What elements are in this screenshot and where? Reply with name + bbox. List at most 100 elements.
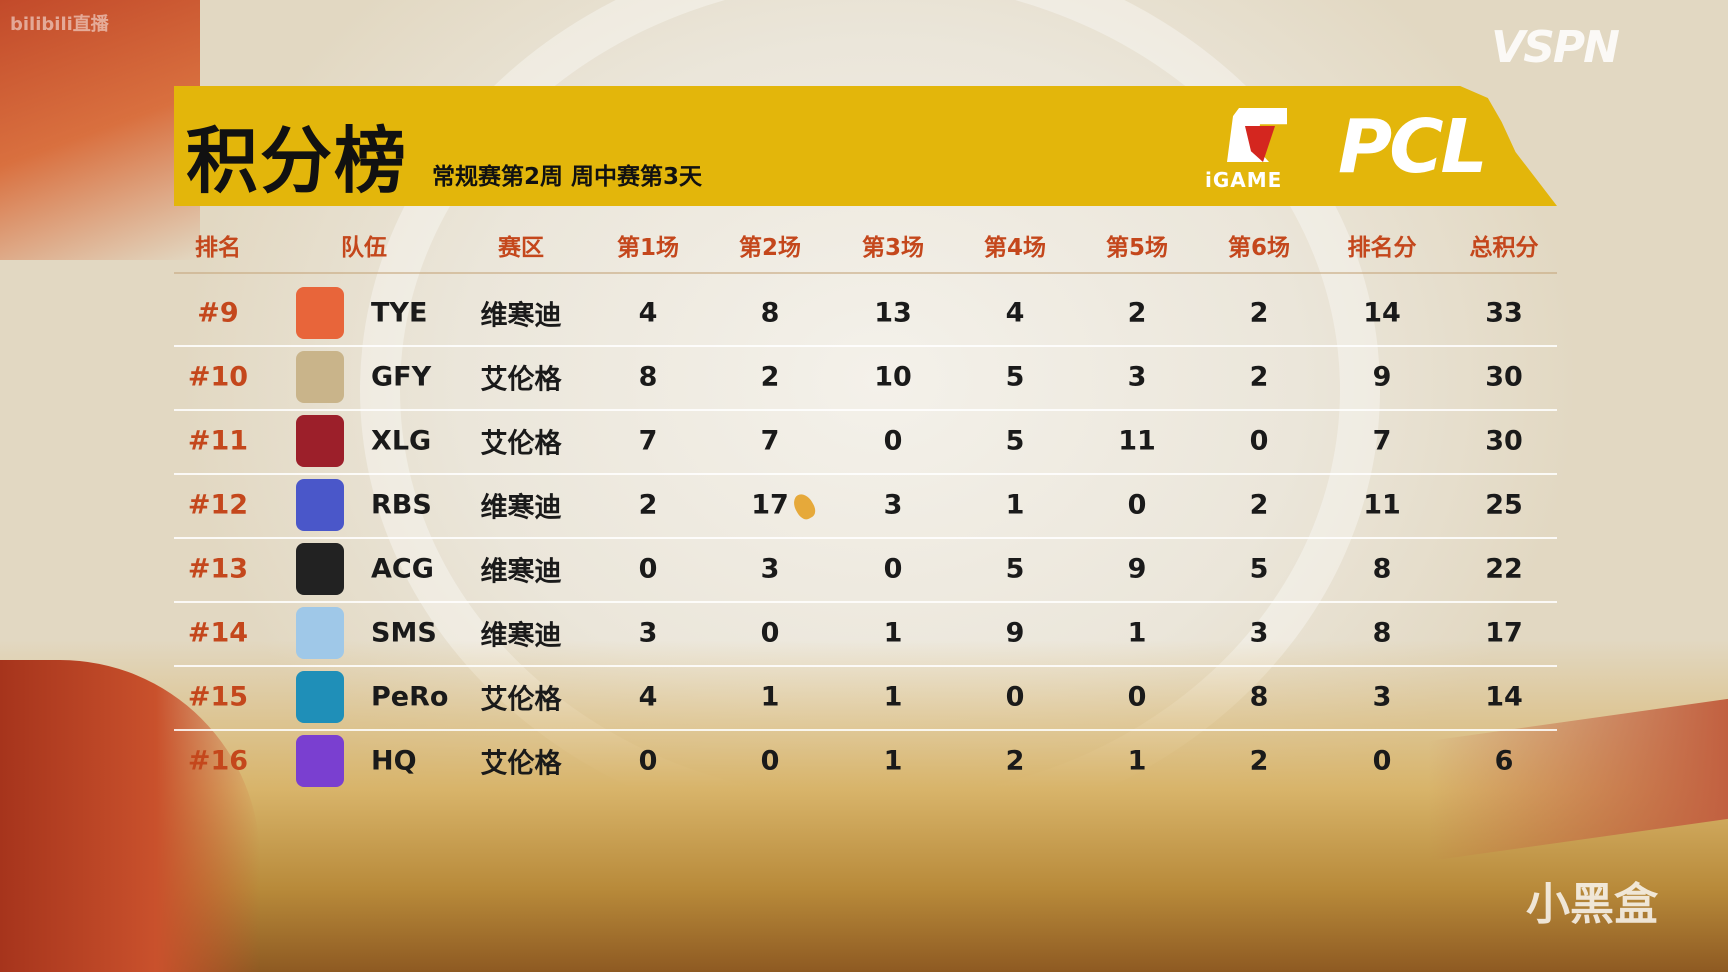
placement-cell: 8: [1373, 618, 1392, 649]
column-header: 第2场: [738, 235, 802, 261]
team-logo: [296, 351, 344, 403]
region-cell: 维寒迪: [481, 294, 562, 333]
cell-value: 维寒迪: [480, 492, 562, 524]
cell-value: 5: [1249, 553, 1269, 585]
g3-cell: 3: [884, 490, 903, 521]
table-row: SMS #14 维寒迪 3 0 1 9 1 3 8 17: [174, 601, 1557, 665]
cell-value: 17: [1485, 617, 1523, 649]
cell-value: #11: [187, 425, 249, 457]
g1-cell: 7: [639, 426, 658, 457]
g2-cell: 1: [761, 682, 780, 713]
row-divider: [174, 601, 1557, 603]
page-title: 积分榜: [186, 119, 409, 203]
row-divider: [174, 409, 1557, 411]
g6-cell: 5: [1250, 554, 1269, 585]
cell-value: 1: [883, 681, 903, 713]
g4-cell: 0: [1006, 682, 1025, 713]
region-cell: 维寒迪: [481, 550, 562, 589]
g3-cell: 10: [874, 362, 912, 393]
cell-value: 7: [760, 425, 780, 457]
region-cell: 艾伦格: [481, 422, 562, 461]
cell-value: 艾伦格: [480, 428, 562, 460]
column-header: 第5场: [1105, 235, 1169, 261]
rank-cell: #10: [188, 362, 248, 393]
placement-cell: 9: [1373, 362, 1392, 393]
column-header: 赛区: [498, 235, 544, 261]
total-cell: 14: [1485, 682, 1523, 713]
column-header: 总积分: [1469, 235, 1539, 261]
header-banner: [174, 86, 1557, 206]
cell-value: 1: [760, 681, 780, 713]
column-header: 队伍: [341, 235, 387, 261]
column-header: 第1场: [616, 235, 680, 261]
g1-cell: 4: [639, 298, 658, 329]
g6-cell: 0: [1250, 426, 1269, 457]
team-name: SMS: [371, 617, 437, 649]
cell-value: 1: [1127, 745, 1147, 777]
rank-cell: #9: [197, 298, 238, 329]
pcl-logo: PCL: [1338, 104, 1488, 190]
g2-cell: 0: [761, 746, 780, 777]
column-header: 排名分: [1347, 235, 1417, 261]
g1-cell: 8: [639, 362, 658, 393]
cell-value: 25: [1485, 489, 1523, 521]
cell-value: 维寒迪: [480, 556, 562, 588]
cell-value: 0: [883, 553, 903, 585]
g6-cell: 2: [1250, 362, 1269, 393]
cell-value: 10: [874, 361, 912, 393]
xiaoheihe-watermark: 小黑盒: [1526, 879, 1658, 930]
cell-value: 3: [1372, 681, 1392, 713]
g4-cell: 4: [1006, 298, 1025, 329]
row-divider: [174, 729, 1557, 731]
cell-value: 1: [883, 617, 903, 649]
cell-value: 0: [1249, 425, 1269, 457]
g6-cell: 2: [1250, 490, 1269, 521]
g4-cell: 5: [1006, 426, 1025, 457]
igame-logo: iGAME: [1205, 108, 1315, 192]
g1-cell: 0: [639, 746, 658, 777]
cell-value: 30: [1485, 361, 1523, 393]
cell-value: 8: [760, 297, 780, 329]
cell-value: 17: [751, 489, 789, 521]
team-name: GFY: [371, 361, 432, 393]
g5-cell: 9: [1128, 554, 1147, 585]
cell-value: 5: [1005, 425, 1025, 457]
cell-value: #13: [187, 553, 249, 585]
g4-cell: 1: [1006, 490, 1025, 521]
g6-cell: 2: [1250, 298, 1269, 329]
cell-value: 8: [638, 361, 658, 393]
bilibili-watermark: bilibili直播: [10, 14, 109, 35]
table-row: ACG #13 维寒迪 0 3 0 5 9 5 8 22: [174, 537, 1557, 601]
g5-cell: 1: [1128, 746, 1147, 777]
total-cell: 30: [1485, 426, 1523, 457]
placement-cell: 14: [1363, 298, 1401, 329]
team-name: TYE: [371, 297, 428, 329]
g4-cell: 2: [1006, 746, 1025, 777]
g2-cell: 2: [761, 362, 780, 393]
region-cell: 艾伦格: [481, 358, 562, 397]
cell-value: 艾伦格: [480, 364, 562, 396]
table-row: RBS #12 维寒迪 2 17 3 1 0 2 11 25: [174, 473, 1557, 537]
team-name: XLG: [371, 425, 432, 457]
cell-value: #15: [187, 681, 249, 713]
cell-value: 艾伦格: [480, 748, 562, 780]
column-header: 第4场: [983, 235, 1047, 261]
cell-value: 2: [1249, 297, 1269, 329]
region-cell: 维寒迪: [481, 486, 562, 525]
table-row: PeRo #15 艾伦格 4 1 1 0 0 8 3 14: [174, 665, 1557, 729]
g1-cell: 0: [639, 554, 658, 585]
cell-value: 艾伦格: [480, 684, 562, 716]
cell-value: 9: [1372, 361, 1392, 393]
cell-value: 3: [1249, 617, 1269, 649]
column-header: 第6场: [1227, 235, 1291, 261]
g5-cell: 0: [1128, 490, 1147, 521]
cell-value: #10: [187, 361, 249, 393]
cell-value: #16: [187, 745, 249, 777]
team-logo: [296, 479, 344, 531]
g1-cell: 4: [639, 682, 658, 713]
region-cell: 维寒迪: [481, 614, 562, 653]
g6-cell: 3: [1250, 618, 1269, 649]
team-name: RBS: [371, 489, 432, 521]
cell-value: 4: [1005, 297, 1025, 329]
cell-value: 维寒迪: [480, 300, 562, 332]
